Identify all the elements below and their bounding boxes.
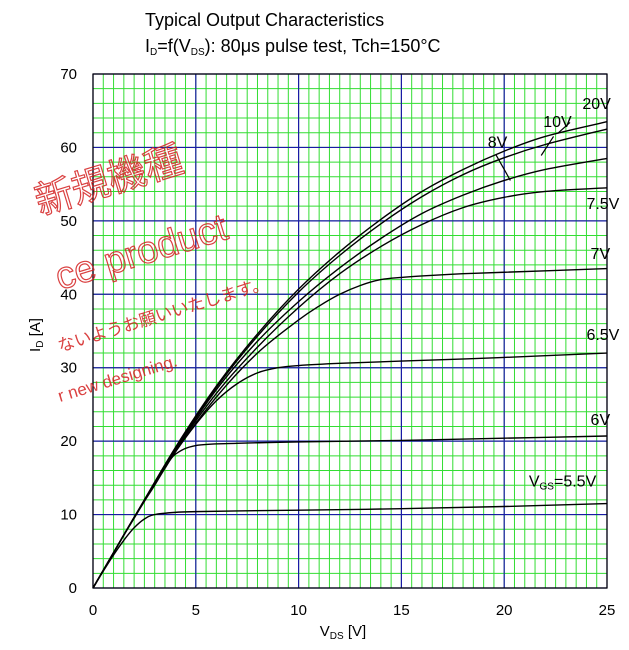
y-tick-label: 50 xyxy=(60,213,77,230)
x-tick-label: 0 xyxy=(89,602,97,619)
y-axis-label: ID [A] xyxy=(27,318,46,352)
label-leader-line xyxy=(495,154,511,181)
watermark-kanji: 新規機種 xyxy=(30,139,188,224)
curve-label-20v: 20V xyxy=(582,96,611,113)
curve-label-8v: 8V xyxy=(488,134,508,151)
x-tick-label: 15 xyxy=(393,602,410,619)
y-tick-label: 0 xyxy=(69,580,77,597)
label-leader-line xyxy=(557,122,571,134)
curve-label-7.5v: 7.5V xyxy=(586,196,619,213)
curves xyxy=(92,121,608,589)
plot-grid xyxy=(92,73,608,589)
curve-label-vgs-5.5v: VGS=5.5V xyxy=(529,474,597,493)
x-axis-label: VDS [V] xyxy=(320,623,366,642)
x-tick-label: 10 xyxy=(290,602,307,619)
y-tick-label: 60 xyxy=(60,139,77,156)
curve-label-6.5v: 6.5V xyxy=(586,327,619,344)
y-tick-label: 30 xyxy=(60,360,77,377)
y-tick-label: 40 xyxy=(60,286,77,303)
chart-title: Typical Output Characteristics xyxy=(145,10,384,30)
x-tick-label: 5 xyxy=(192,602,200,619)
curve-vgs-5.5v xyxy=(92,502,608,589)
curve-20v xyxy=(92,121,608,589)
curve-label-10v: 10V xyxy=(543,114,572,131)
tick-labels: 0 5 10 15 20 25 0 10 20 30 40 50 60 70 xyxy=(60,66,615,619)
x-tick-label: 25 xyxy=(599,602,616,619)
curve-labels: 20V 10V 8V 7.5V 7V 6.5V 6V VGS=5.5V xyxy=(488,96,620,492)
curve-label-6v: 6V xyxy=(591,412,611,429)
label-leaders xyxy=(495,122,571,181)
y-tick-label: 70 xyxy=(60,66,77,83)
y-tick-label: 10 xyxy=(60,507,77,524)
x-tick-label: 20 xyxy=(496,602,513,619)
label-leader-line xyxy=(540,136,555,156)
y-tick-label: 20 xyxy=(60,433,77,450)
plot-frame xyxy=(92,73,608,589)
chart-subtitle: ID=f(VDS): 80μs pulse test, Tch=150°C xyxy=(145,36,441,58)
curve-label-7v: 7V xyxy=(591,246,611,263)
